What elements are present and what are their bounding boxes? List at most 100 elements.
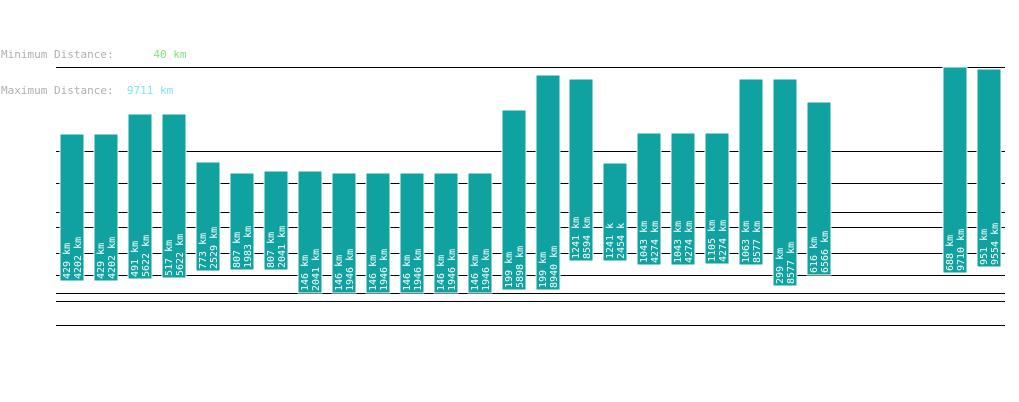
bar-min-label: 1043 km [639, 221, 650, 263]
bar-group: 146 km 1946 km [365, 172, 391, 294]
bar-max-label: 4202 km [107, 237, 118, 279]
bar [93, 133, 119, 282]
bar-min-label: 146 km [436, 255, 447, 291]
distance-stats: Minimum Distance: 40 km Maximum Distance… [1, 25, 186, 109]
bar-group: 146 km 1946 km [331, 172, 357, 294]
bar [976, 68, 1002, 268]
bar-min-label: 146 km [470, 255, 481, 291]
bar-min-label: 39 km [0, 0, 30, 3]
bar-max-label: 9710 km [0, 0, 42, 3]
bar-min-label: 146 km [402, 255, 413, 291]
bar-group: 1043 km 4274 km [670, 132, 696, 266]
bar [535, 74, 561, 291]
bar-group: 39 km5249 km [0, 0, 42, 3]
bar-min-label: 951 km [979, 229, 990, 265]
bar-max-label: 8940 km [549, 246, 560, 288]
bar-group: 491 km 5622 km [127, 113, 153, 280]
bar-group: 146 km 1946 km [399, 172, 425, 294]
bar [636, 132, 662, 266]
bar-max-label: 5249 km [0, 0, 42, 3]
bar-group: 807 km 1983 km [229, 172, 255, 271]
bar-group: 1241 km 8594 km [568, 78, 594, 262]
bar-min-label: 491 km [130, 241, 141, 277]
bar [433, 172, 459, 294]
bar [399, 172, 425, 294]
bar-max-label: 2041 km [311, 249, 322, 291]
bar [365, 172, 391, 294]
bar-group: 517 km 5622 km [161, 113, 187, 279]
bar-min-label: 688 km [945, 235, 956, 271]
bar-group: 807 km 2041 km [263, 170, 289, 271]
bar [331, 172, 357, 294]
bar-max-label: 1983 km [243, 226, 254, 268]
bar-group: 39 km5249 km [0, 0, 42, 3]
bar [195, 161, 221, 272]
bar-group: 616 km 6566 km [806, 101, 832, 276]
bar-group: 299 km 8577 km [772, 78, 798, 287]
bar-max-label: 1946 km [345, 249, 356, 291]
bar [806, 101, 832, 276]
bar-min-label: 807 km [266, 232, 277, 268]
bar [568, 78, 594, 262]
bar-min-label: 429 km [62, 243, 73, 279]
max-distance-value: 9711 km [126, 84, 174, 97]
bar-min-label: 1105 km [707, 220, 718, 262]
min-distance-value: 40 km [153, 48, 187, 61]
bar-max-label: 8594 km [582, 217, 593, 259]
bar-min-label: 807 km [232, 232, 243, 268]
bar [738, 78, 764, 266]
bar [297, 170, 323, 294]
bar-max-label: 1946 km [413, 249, 424, 291]
bar-max-label: 9710 km [956, 229, 967, 271]
bar-min-label: 146 km [334, 255, 345, 291]
max-distance-row: Maximum Distance: 9711 km [1, 85, 186, 97]
bar-min-label: 199 km [538, 252, 549, 288]
bar [772, 78, 798, 287]
bar-min-label: 39 km [0, 0, 30, 3]
bar-max-label: 5249 km [0, 0, 42, 3]
bar-min-label: 146 km [300, 255, 311, 291]
bar [127, 113, 153, 280]
bar-max-label: 5622 km [175, 234, 186, 276]
bar-group: 1241 k 2454 k [602, 162, 628, 262]
bar-max-label: 9554 km [990, 223, 1001, 265]
bar-max-label: 1946 km [481, 249, 492, 291]
bar-max-label: 5898 km [515, 246, 526, 288]
bar-max-label: 2041 km [277, 226, 288, 268]
bar-group: 773 km 2529 km [195, 161, 221, 272]
bar-group: 146 km 2041 km [297, 170, 323, 294]
bar-max-label: 4274 km [650, 221, 661, 263]
bar-max-label: 2454 k [616, 223, 627, 259]
max-distance-label: Maximum Distance: [1, 84, 114, 97]
bar-min-label: 1241 km [571, 217, 582, 259]
bar-min-label: 1063 km [741, 221, 752, 263]
bar [263, 170, 289, 271]
bar-min-label: 773 km [198, 233, 209, 269]
bar-max-label: 1946 km [379, 249, 390, 291]
bar-max-label: 6566 km [820, 231, 831, 273]
bar-group: 1043 km 4274 km [636, 132, 662, 266]
bar [942, 66, 968, 274]
bar-max-label: 1946 km [447, 249, 458, 291]
bar-min-label: 517 km [164, 240, 175, 276]
bar-max-label: 5622 km [141, 235, 152, 277]
bar-group: 199 km 5898 km [501, 109, 527, 291]
bar-group: 429 km 4202 km [93, 133, 119, 282]
bar-group: 1105 km 4274 km [704, 132, 730, 265]
bar-max-label: 8577 km [786, 242, 797, 284]
min-distance-label: Minimum Distance: [1, 48, 114, 61]
bar-max-label: 4274 km [684, 221, 695, 263]
bar [501, 109, 527, 291]
bar-max-label: 4202 km [73, 237, 84, 279]
bar [59, 133, 85, 282]
bar-group: 951 km 9554 km [976, 68, 1002, 268]
bar-group: 146 km 1946 km [467, 172, 493, 294]
bar-group: 146 km 1946 km [433, 172, 459, 294]
min-distance-row: Minimum Distance: 40 km [1, 49, 186, 61]
bar-min-label: 146 km [368, 255, 379, 291]
bar [602, 162, 628, 262]
bar-max-label: 8577 km [752, 221, 763, 263]
bar-min-label: 429 km [96, 243, 107, 279]
